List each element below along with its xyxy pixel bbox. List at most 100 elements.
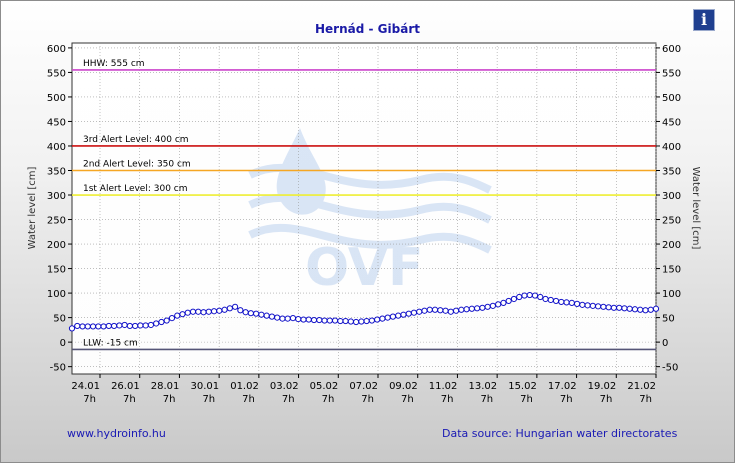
y-tick-label-right: 0 bbox=[662, 338, 668, 349]
data-point bbox=[242, 309, 249, 316]
data-point bbox=[421, 307, 428, 314]
data-point bbox=[521, 292, 528, 299]
svg-text:OVF: OVF bbox=[305, 238, 424, 298]
y-tick-label-right: 50 bbox=[662, 314, 675, 325]
y-tick-label-right: 550 bbox=[662, 68, 681, 79]
data-point bbox=[542, 295, 549, 303]
x-tick-time-label: 7h bbox=[123, 394, 136, 405]
data-source-text: Data source: Hungarian water directorate… bbox=[442, 427, 678, 440]
data-point bbox=[537, 293, 544, 301]
data-point bbox=[626, 305, 633, 312]
x-tick-date-label: 13.02 bbox=[469, 381, 498, 392]
data-point bbox=[363, 317, 370, 325]
y-tick-label-left: 400 bbox=[47, 142, 66, 153]
y-tick-label-left: -50 bbox=[50, 363, 66, 374]
data-point bbox=[168, 314, 176, 322]
y-tick-label-right: 450 bbox=[662, 117, 681, 128]
data-point bbox=[484, 303, 491, 310]
data-point bbox=[452, 307, 460, 314]
data-point bbox=[652, 305, 660, 312]
x-tick-time-label: 7h bbox=[83, 394, 96, 405]
x-tick-time-label: 7h bbox=[242, 394, 255, 405]
y-tick-label-right: 100 bbox=[662, 289, 681, 300]
data-point bbox=[210, 308, 218, 315]
data-point bbox=[389, 313, 397, 320]
data-point bbox=[289, 314, 297, 322]
y-axis-label-left: Water level [cm] bbox=[27, 167, 38, 250]
data-point bbox=[121, 321, 128, 329]
data-point bbox=[405, 310, 412, 317]
data-point bbox=[305, 316, 312, 323]
data-point bbox=[342, 317, 349, 325]
data-point bbox=[100, 323, 107, 330]
x-tick-time-label: 7h bbox=[202, 394, 215, 405]
data-point bbox=[316, 316, 323, 324]
x-tick-time-label: 7h bbox=[322, 394, 335, 405]
x-tick-time-label: 7h bbox=[163, 394, 176, 405]
data-point bbox=[510, 295, 518, 303]
data-point bbox=[221, 306, 228, 313]
data-point bbox=[110, 322, 118, 330]
data-point bbox=[589, 302, 596, 309]
x-tick-time-label: 7h bbox=[401, 394, 414, 405]
y-axis-left: -50 0 50 100 150 200 250 300 350 400 450 500 550 600 bbox=[47, 44, 72, 374]
data-point bbox=[132, 322, 139, 330]
data-point bbox=[489, 302, 497, 309]
data-point bbox=[353, 318, 360, 326]
x-axis: 24.01 7h 26.01 7h 28.01 7h 30.01 7h 01.02 7h 03.02… bbox=[71, 374, 657, 405]
y-axis-label-right: Water level [cm] bbox=[690, 167, 701, 250]
data-point bbox=[226, 305, 233, 312]
y-tick-label-right: 200 bbox=[662, 240, 681, 251]
y-tick-label-right: 300 bbox=[662, 191, 681, 202]
y-axis-right: -50 0 50 100 150 200 250 300 350 400 450 500 550 600 bbox=[656, 44, 681, 374]
data-point bbox=[205, 308, 212, 315]
data-point bbox=[442, 307, 449, 314]
data-point bbox=[258, 311, 265, 318]
x-tick-time-label: 7h bbox=[560, 394, 573, 405]
data-point bbox=[295, 315, 302, 323]
data-point bbox=[74, 322, 81, 330]
reference-line-label: LLW: -15 cm bbox=[83, 338, 138, 348]
data-point bbox=[89, 323, 97, 330]
x-tick-time-label: 7h bbox=[361, 394, 374, 405]
data-point bbox=[68, 325, 76, 332]
x-tick-time-label: 7h bbox=[600, 394, 613, 405]
data-point bbox=[447, 308, 454, 315]
y-tick-label-left: 250 bbox=[47, 216, 66, 227]
data-point bbox=[84, 323, 91, 330]
data-point bbox=[174, 312, 181, 319]
data-point bbox=[642, 307, 649, 314]
y-tick-label-right: 150 bbox=[662, 265, 681, 276]
data-point bbox=[631, 306, 639, 313]
x-tick-date-label: 07.02 bbox=[349, 381, 378, 392]
data-point bbox=[500, 299, 507, 306]
website-link[interactable]: www.hydroinfo.hu bbox=[67, 427, 166, 440]
data-point bbox=[237, 307, 244, 314]
data-point bbox=[568, 299, 575, 306]
data-point bbox=[563, 299, 570, 306]
data-point bbox=[552, 297, 560, 305]
data-point bbox=[410, 309, 418, 316]
ovf-watermark-logo: OVF bbox=[248, 128, 492, 298]
y-tick-label-left: 0 bbox=[60, 338, 66, 349]
data-point bbox=[195, 308, 202, 315]
y-tick-label-left: 500 bbox=[47, 93, 66, 104]
y-tick-label-left: 50 bbox=[53, 314, 66, 325]
x-tick-time-label: 7h bbox=[282, 394, 295, 405]
data-point bbox=[463, 306, 470, 313]
data-point bbox=[468, 305, 475, 312]
y-tick-label-right: 250 bbox=[662, 216, 681, 227]
data-point bbox=[584, 302, 591, 309]
data-point bbox=[300, 316, 307, 323]
data-point bbox=[505, 297, 512, 305]
data-point bbox=[426, 306, 433, 313]
x-tick-date-label: 21.02 bbox=[627, 381, 656, 392]
data-point bbox=[331, 317, 339, 324]
info-icon[interactable]: i bbox=[693, 9, 715, 31]
x-tick-time-label: 7h bbox=[639, 394, 652, 405]
y-tick-label-left: 200 bbox=[47, 240, 66, 251]
x-tick-date-label: 01.02 bbox=[230, 381, 259, 392]
data-point bbox=[105, 322, 112, 330]
data-point bbox=[495, 301, 502, 308]
data-point bbox=[158, 318, 165, 326]
